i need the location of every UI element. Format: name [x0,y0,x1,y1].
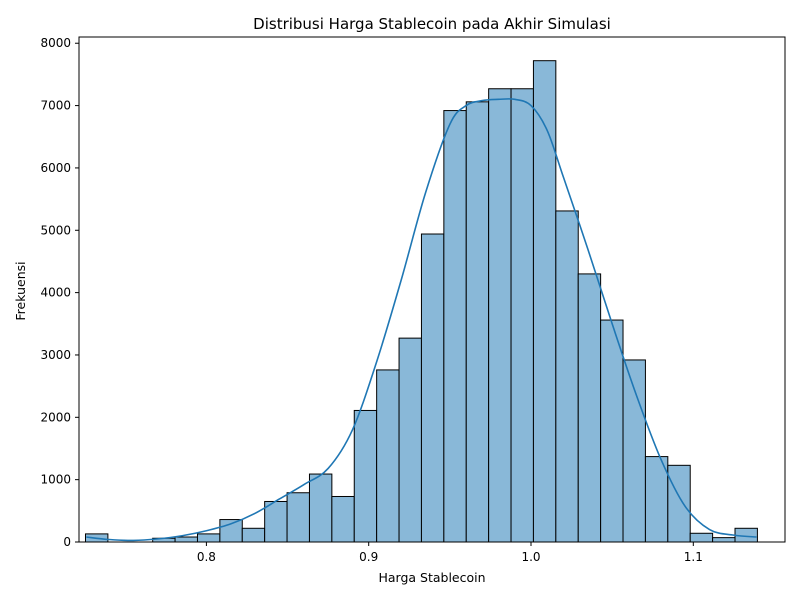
histogram-bar [712,537,736,543]
histogram-bar [241,527,266,543]
histogram-bar [420,233,445,543]
y-tick-label: 6000 [40,161,71,175]
x-axis-label: Harga Stablecoin [378,570,485,585]
kde-curve [86,98,757,542]
histogram-bar [398,337,422,543]
histogram-bar [331,495,355,543]
histogram-bar [174,536,198,543]
histogram-bar [196,533,221,543]
histogram-bar [353,409,378,543]
histogram-bar [644,456,669,543]
histogram-bar [667,464,691,543]
histogram-bar [488,88,512,543]
histogram-bar [510,88,534,543]
x-tick-label: 1.1 [684,550,703,564]
y-axis-label: Frekuensi [13,261,28,320]
histogram-bar [689,532,714,543]
y-tick-label: 3000 [40,348,71,362]
x-tick-label: 1.0 [521,550,540,564]
histogram-bar [264,500,288,543]
y-tick-label: 7000 [40,99,71,113]
histogram-bar [465,101,490,543]
x-tick-label: 0.8 [197,550,216,564]
y-axis-ticks: 0 1000 2000 3000 4000 5000 6000 7000 8000 [40,36,79,549]
chart-title: Distribusi Harga Stablecoin pada Akhir S… [253,15,611,33]
y-tick-label: 8000 [40,36,71,50]
histogram-bar [219,519,243,543]
histogram-bar [308,473,333,543]
y-tick-label: 4000 [40,286,71,300]
bars-group [84,60,758,543]
histogram-bar [600,319,624,543]
y-tick-label: 5000 [40,223,71,237]
histogram-bar [555,210,579,543]
histogram-bar [443,110,467,543]
x-axis-ticks: 0.8 0.9 1.0 1.1 [197,542,703,564]
histogram-bar [376,369,400,543]
histogram-bar [577,273,602,543]
y-tick-label: 1000 [40,473,71,487]
plot-frame [78,36,786,543]
histogram-bar [532,60,557,543]
x-tick-label: 0.9 [359,550,378,564]
y-tick-label: 2000 [40,410,71,424]
histogram-bar [286,492,310,543]
y-tick-label: 0 [63,535,71,549]
